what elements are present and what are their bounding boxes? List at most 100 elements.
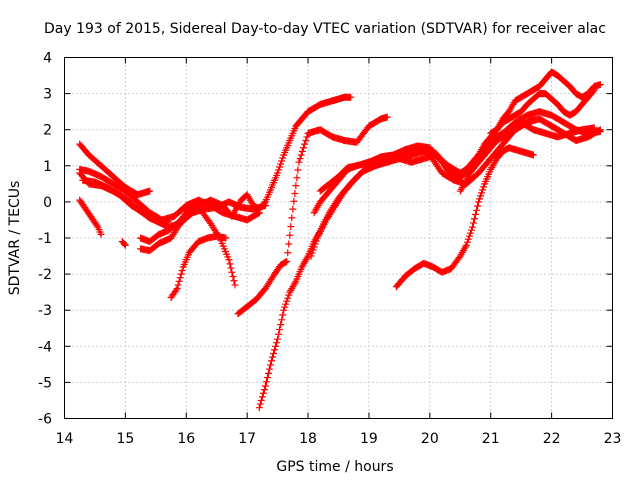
data-point [172,286,180,294]
data-point [480,183,488,191]
data-point [463,238,471,246]
data-point [596,126,604,134]
x-tick-label: 15 [116,431,134,447]
x-tick-label: 22 [543,431,561,447]
x-tick-label: 18 [299,431,317,447]
data-point [308,249,316,257]
data-point [475,198,483,206]
data-point [478,189,486,197]
data-point [467,226,475,234]
x-tick-label: 19 [360,431,378,447]
data-point [287,223,295,231]
data-point [276,163,284,171]
data-point [225,256,233,264]
data-point [262,378,270,386]
data-point [226,260,234,268]
data-point [296,155,304,163]
data-point [347,93,355,101]
x-tick-label: 17 [238,431,256,447]
data-point [284,294,292,302]
data-point [303,133,311,141]
data-point [284,249,292,257]
data-point [298,147,306,155]
y-tick-label: -6 [38,412,52,428]
data-point [474,202,482,210]
data-point [256,400,264,408]
data-point [285,240,293,248]
data-point [227,264,235,272]
series-track-14 [316,115,604,195]
data-point [294,166,302,174]
data-point [278,316,286,324]
data-point [309,246,317,254]
data-point [286,231,294,239]
data-point [259,389,267,397]
x-tick-label: 23 [604,431,622,447]
data-point [466,229,474,237]
data-point [285,291,293,299]
chart-title: Day 193 of 2015, Sidereal Day-to-day VTE… [44,21,606,37]
data-point [93,222,101,230]
data-point [229,273,237,281]
data-point [292,182,300,190]
data-point [469,219,477,227]
y-tick-label: -1 [38,231,52,247]
y-tick-label: 2 [43,123,52,139]
data-point [590,86,598,94]
x-tick-label: 21 [482,431,500,447]
data-point [97,230,105,238]
data-point [271,346,279,354]
data-point [264,369,272,377]
data-point [462,241,470,249]
series-track-7 [137,93,355,246]
data-point [260,386,268,394]
y-tick-label: 4 [43,51,52,67]
data-point [173,285,181,293]
data-point [273,339,281,347]
data-point [589,87,597,95]
data-point [146,187,154,195]
series-track-2 [118,238,129,249]
data-point [277,160,285,168]
data-point [283,257,291,265]
data-point [301,140,309,148]
data-point [479,186,487,194]
data-point [291,189,299,197]
data-point [263,374,271,382]
data-point [529,151,537,159]
data-point [383,113,391,121]
data-point [260,199,268,207]
data-point [290,197,298,205]
data-point [275,330,283,338]
data-point [275,166,283,174]
data-point [281,303,289,311]
series-track-17 [487,86,598,137]
y-tick-label: -2 [38,267,52,283]
x-tick-label: 16 [177,431,195,447]
data-point [289,205,297,213]
data-point [307,252,315,260]
data-point [288,214,296,222]
x-axis-label: GPS time / hours [276,459,393,475]
data-point [283,297,291,305]
data-point [261,382,269,390]
data-point [477,192,485,200]
data-point [178,266,186,274]
data-point [269,353,277,361]
data-point [175,277,183,285]
data-point [277,321,285,329]
data-point [176,274,184,282]
series-track-1 [76,196,105,238]
data-point [282,258,290,266]
y-axis-label: SDTVAR / TECUs [7,181,23,296]
data-point [279,311,287,319]
data-point [255,404,263,412]
data-point [257,396,265,404]
data-point [465,232,473,240]
y-tick-label: -5 [38,375,52,391]
data-point [222,234,230,242]
data-point [299,144,307,152]
data-point [278,157,286,165]
data-point [267,361,275,369]
